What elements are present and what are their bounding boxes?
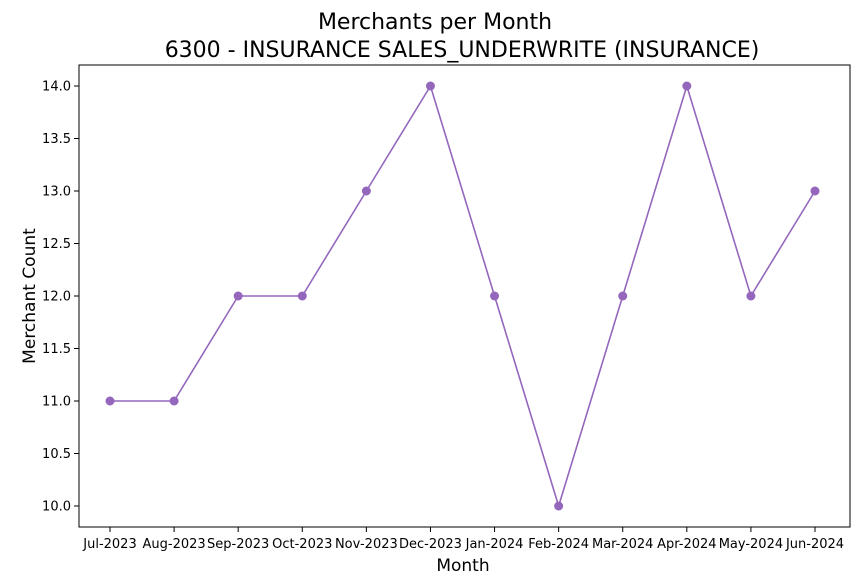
x-tick-label: Jun-2024 (785, 537, 844, 552)
series-line (110, 83, 816, 509)
y-tick-label: 12.5 (42, 237, 71, 252)
data-point (554, 501, 564, 511)
x-tick-label: Oct-2023 (272, 537, 332, 552)
data-point (618, 291, 628, 301)
x-axis-label: Month (436, 556, 489, 576)
x-tick-label: Mar-2024 (592, 537, 653, 552)
data-point (810, 186, 820, 196)
data-point (682, 81, 692, 91)
y-axis-label: Merchant Count (20, 228, 40, 364)
x-tick-label: Jan-2024 (465, 537, 524, 552)
x-tick-label: Nov-2023 (335, 537, 398, 552)
data-point (233, 291, 243, 301)
y-tick-label: 11.0 (42, 395, 71, 410)
y-axis: 10.0 10.5 11.0 11.5 12.0 12.5 13.0 13.5 14.0 (42, 80, 79, 515)
series-merchant-count (105, 81, 820, 511)
data-point (490, 291, 500, 301)
x-tick-label: Aug-2023 (143, 537, 206, 552)
y-tick-label: 11.5 (42, 342, 71, 357)
x-axis: Jul-2023 Aug-2023 Sep-2023 Oct-2023 Nov-2023… (82, 527, 844, 552)
y-tick-label: 13.5 (42, 132, 71, 147)
x-tick-label: Sep-2023 (207, 537, 269, 552)
data-point (425, 81, 435, 91)
data-point (746, 291, 756, 301)
data-point (297, 291, 307, 301)
y-tick-label: 12.0 (42, 290, 71, 305)
y-tick-label: 10.0 (42, 500, 71, 515)
chart-title-line-1: Merchants per Month (318, 10, 552, 35)
x-tick-label: Jul-2023 (82, 537, 136, 552)
x-tick-label: Apr-2024 (657, 537, 716, 552)
data-point (169, 396, 179, 406)
y-tick-label: 10.5 (42, 447, 71, 462)
y-tick-label: 13.0 (42, 185, 71, 200)
x-tick-label: Feb-2024 (528, 537, 589, 552)
y-tick-label: 14.0 (42, 80, 71, 95)
x-tick-label: May-2024 (719, 537, 783, 552)
data-point (361, 186, 371, 196)
x-tick-label: Dec-2023 (399, 537, 462, 552)
data-point (105, 396, 115, 406)
plot-area-frame (78, 64, 851, 528)
chart-title-line-2: 6300 - INSURANCE SALES_UNDERWRITE (INSUR… (165, 38, 760, 63)
